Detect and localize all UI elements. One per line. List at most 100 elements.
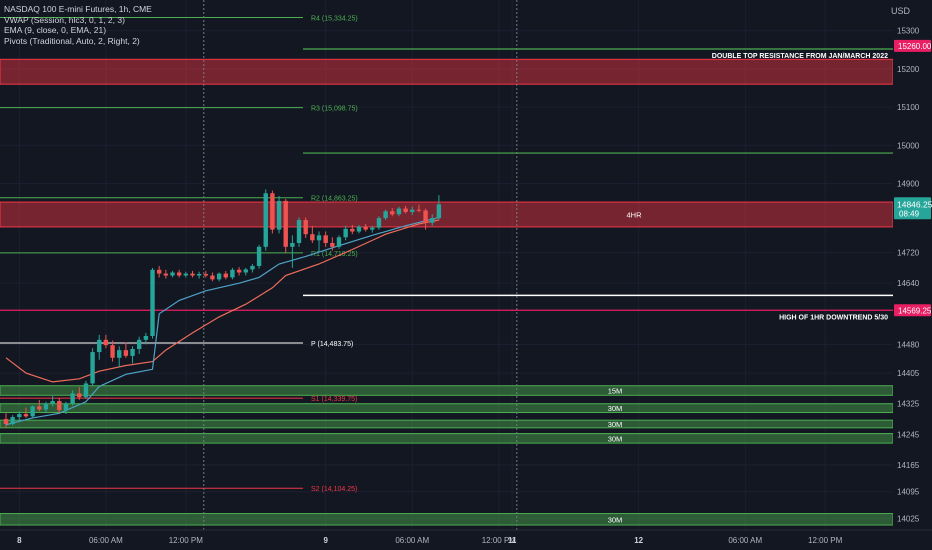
zone-rect [0,58,894,85]
candle-body [110,345,115,358]
candle-body [130,348,135,356]
candle-body [170,272,175,276]
pivot-label: R3 (15,098.75) [311,106,358,113]
candle-body [403,208,408,212]
y-tick-label: 14900 [897,180,920,189]
candle-body [30,406,35,417]
y-tick-label: 14095 [897,488,920,497]
candle-body [370,227,375,230]
y-tick-label: 15100 [897,103,920,112]
price-axis: 15300 15200 15100 15000 14900 14720 14640 14480… [893,0,932,550]
zone-label: 30M [608,404,623,413]
candle-body [83,383,89,398]
zone-rect [0,201,894,228]
candle-body [196,273,202,276]
x-tick-label: 9 [323,536,328,545]
candle-body [123,350,129,356]
zone-label: 30M [608,420,623,429]
session-separators [203,0,518,530]
candle-body [383,211,388,219]
candle-body [276,200,282,230]
axis-bg [893,0,932,550]
candle-body [263,193,268,247]
candle-body [396,208,402,215]
ema-legend[interactable]: EMA (9, close, 0, EMA, 21) [4,25,107,35]
x-tick-label: 12:00 PM [169,536,204,545]
zones-layer: 4HR 15M 30M 30M 30M 30M [0,58,894,526]
candle-body [97,339,102,353]
zone-label: 15M [608,387,623,396]
x-tick-label: 06:00 AM [395,536,429,545]
candle-body [43,403,49,410]
vwap-legend[interactable]: VWAP (Session, hlc3, 0, 1, 2, 3) [4,14,125,25]
y-tick-label: 14325 [897,400,920,409]
hline-label: DOUBLE TOP RESISTANCE FROM JAN/MARCH 202… [712,53,888,60]
x-tick-label: 06:00 AM [728,536,762,545]
candle-body [296,220,302,243]
candle-body [343,228,348,238]
candle-body [70,393,75,404]
candle-body [323,235,328,243]
candle-body [176,272,182,276]
x-tick-label: 12 [634,536,643,545]
price-tag-bg [894,39,931,52]
last-price-bg [894,197,931,220]
candle-body [330,242,335,247]
candle-body [336,237,342,247]
candle-body [356,226,362,232]
pivot-label: P (14,483.75) [311,341,353,348]
x-tick-label: 12:00 PM [808,536,843,545]
candle-body [376,218,382,228]
candle-body [430,218,435,223]
candle-body [363,226,368,230]
pivots-layer: R4 (15,334.25) R3 (15,098.75) R2 (14,863.2… [0,16,358,493]
zone-label: 4HR [626,210,642,219]
candle-body [190,273,195,276]
zone-label: 30M [608,515,623,524]
candle-body [137,339,142,349]
indicators-layer [5,216,440,426]
price-tag-label: 15260.00 [898,42,932,51]
candle-body [183,273,189,276]
price-tag-label: 14569.25 [898,306,932,315]
candle-body [3,419,9,424]
y-tick-label: 14025 [897,515,920,524]
candle-body [303,220,308,235]
candle-body [290,242,295,247]
candle-body [210,275,215,280]
x-tick-label: 06:00 AM [89,536,123,545]
candle-body [90,352,95,384]
candle-body [203,273,208,276]
chart-title: NASDAQ 100 E-mini Futures, 1h, CME [4,4,152,14]
hline-label: HIGH OF 1HR DOWNTREND 5/30 [779,314,888,321]
candles-layer [3,189,442,428]
candle-body [310,234,315,241]
candle-body [283,200,288,247]
candle-body [236,269,242,273]
zone-rect [0,433,894,444]
candle-body [250,265,255,270]
candle-body [436,204,442,219]
chart-legend: NASDAQ 100 E-mini Futures, 1h, CME VWAP … [4,4,152,46]
candle-body [416,209,422,211]
pivot-label: S1 (14,339.75) [311,396,357,403]
currency-label: USD [890,6,910,16]
candle-body [63,403,69,411]
time-axis-bg [0,530,932,550]
candle-body [223,273,228,278]
zone-rect [0,385,894,396]
hlines-layer: DOUBLE TOP RESISTANCE FROM JAN/MARCH 202… [0,48,893,321]
pivot-label: S2 (14,104.25) [311,486,357,493]
candle-body [10,417,15,424]
pivots-legend[interactable]: Pivots (Traditional, Auto, 2, Right, 2) [4,35,140,46]
candle-body [350,228,355,232]
candle-body [216,273,222,280]
y-tick-label: 14405 [897,369,920,378]
ema-line [5,219,440,383]
candle-body [57,401,62,411]
candle-body [143,335,149,340]
zone-rect [0,419,894,429]
candle-body [423,210,428,223]
candle-body [243,269,248,273]
